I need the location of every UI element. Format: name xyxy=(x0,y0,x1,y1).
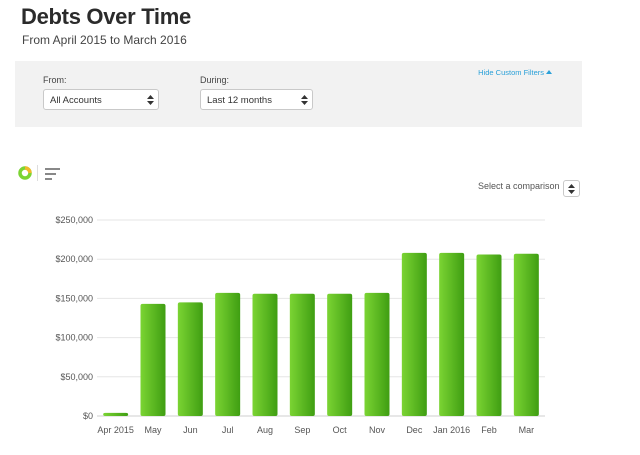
bar[interactable] xyxy=(513,253,539,416)
y-tick-label: $100,000 xyxy=(55,333,93,343)
x-tick-label: Mar xyxy=(519,425,535,435)
bar[interactable] xyxy=(215,292,241,416)
page-subtitle: From April 2015 to March 2016 xyxy=(22,33,187,47)
from-select-value: All Accounts xyxy=(50,95,102,106)
y-tick-label: $50,000 xyxy=(60,372,93,382)
x-tick-label: Feb xyxy=(481,425,497,435)
during-select-value: Last 12 months xyxy=(207,95,272,106)
bar[interactable] xyxy=(177,302,203,416)
bar[interactable] xyxy=(252,293,278,416)
donut-chart-icon[interactable] xyxy=(18,166,32,180)
bar[interactable] xyxy=(327,293,353,416)
bar[interactable] xyxy=(140,303,166,416)
x-tick-label: Apr 2015 xyxy=(97,425,134,435)
x-tick-label: Jan 2016 xyxy=(433,425,470,435)
page-title: Debts Over Time xyxy=(21,4,191,29)
x-tick-label: May xyxy=(144,425,162,435)
hide-custom-filters-link[interactable]: Hide Custom Filters xyxy=(478,68,552,77)
bar[interactable] xyxy=(364,292,390,416)
hide-custom-filters-label: Hide Custom Filters xyxy=(478,68,544,77)
x-tick-label: Jul xyxy=(222,425,234,435)
during-label: During: xyxy=(200,75,230,85)
from-select[interactable]: All Accounts xyxy=(43,89,159,110)
x-tick-label: Dec xyxy=(406,425,423,435)
y-tick-label: $150,000 xyxy=(55,293,93,303)
from-label: From: xyxy=(43,75,67,85)
select-arrows-icon xyxy=(147,95,154,105)
bar-chart-icon[interactable] xyxy=(45,168,61,180)
y-tick-label: $0 xyxy=(83,411,93,421)
x-tick-label: Sep xyxy=(294,425,310,435)
x-tick-label: Jun xyxy=(183,425,198,435)
select-arrows-icon xyxy=(301,95,308,105)
bar[interactable] xyxy=(401,252,427,416)
x-tick-label: Oct xyxy=(333,425,348,435)
bar[interactable] xyxy=(439,252,465,416)
bar[interactable] xyxy=(289,293,315,416)
toggle-divider xyxy=(37,165,38,181)
y-tick-label: $250,000 xyxy=(55,215,93,225)
select-arrows-icon xyxy=(568,184,575,194)
comparison-label: Select a comparison xyxy=(478,181,560,191)
debts-bar-chart: $0 $50,000 $100,000 $150,000 $200,000 $250,00… xyxy=(55,215,545,435)
caret-up-icon xyxy=(546,70,552,74)
y-tick-label: $200,000 xyxy=(55,254,93,264)
bar[interactable] xyxy=(103,412,129,416)
x-tick-label: Aug xyxy=(257,425,273,435)
during-select[interactable]: Last 12 months xyxy=(200,89,313,110)
bar[interactable] xyxy=(476,254,502,416)
comparison-select[interactable] xyxy=(563,180,580,197)
filter-panel: From: All Accounts During: Last 12 month… xyxy=(15,61,582,127)
x-tick-label: Nov xyxy=(369,425,386,435)
